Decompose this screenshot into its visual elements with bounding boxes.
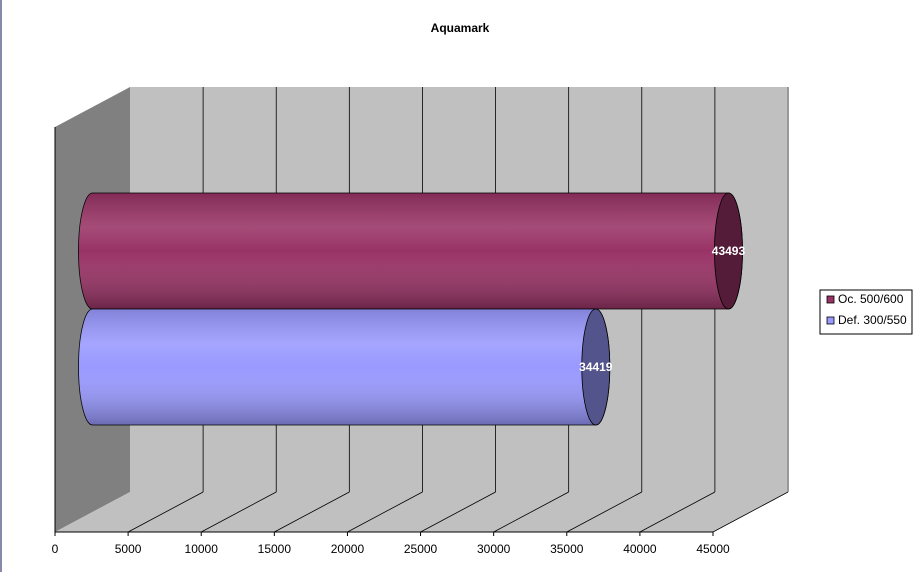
grid-line: [274, 491, 350, 533]
legend: [819, 289, 913, 335]
bar-end-shade: [581, 309, 610, 425]
x-tick-label: 40000: [623, 542, 657, 556]
legend-items: Oc. 500/600 Def. 300/550: [826, 292, 907, 327]
data-label: 34419: [579, 360, 613, 374]
grid-line: [201, 491, 277, 533]
frame-edge: [0, 0, 2, 572]
grid-line: [347, 491, 423, 533]
x-tick-label: 25000: [404, 542, 438, 556]
bar-end: [714, 192, 743, 310]
grid-line: [639, 491, 716, 533]
x-tick-label: 15000: [258, 542, 292, 556]
bar-end: [581, 308, 611, 426]
bars: 43493 34419: [78, 192, 746, 426]
legend-label: Oc. 500/600: [838, 292, 904, 306]
floor: [55, 492, 787, 532]
chart-title: Aquamark: [431, 21, 490, 35]
data-label: 43493: [712, 244, 746, 258]
x-tick-label: 0: [52, 542, 59, 556]
x-tick-label: 20000: [331, 542, 365, 556]
bar-end-shade: [714, 193, 743, 309]
grid-line: [493, 491, 569, 533]
grid-line: [420, 491, 496, 533]
grid-line: [712, 491, 789, 533]
x-tick-label: 10000: [185, 542, 219, 556]
x-tick-label: 45000: [696, 542, 730, 556]
legend-swatch: [826, 316, 835, 325]
bar-shading: [78, 309, 610, 425]
legend-swatch: [826, 295, 835, 304]
x-tick-label: 35000: [550, 542, 584, 556]
x-tick-label: 30000: [477, 542, 511, 556]
grid-line: [566, 491, 642, 533]
x-tick-label: 5000: [115, 542, 142, 556]
grid-line: [127, 491, 204, 533]
legend-label: Def. 300/550: [838, 313, 907, 327]
bar-shading: [78, 193, 743, 309]
